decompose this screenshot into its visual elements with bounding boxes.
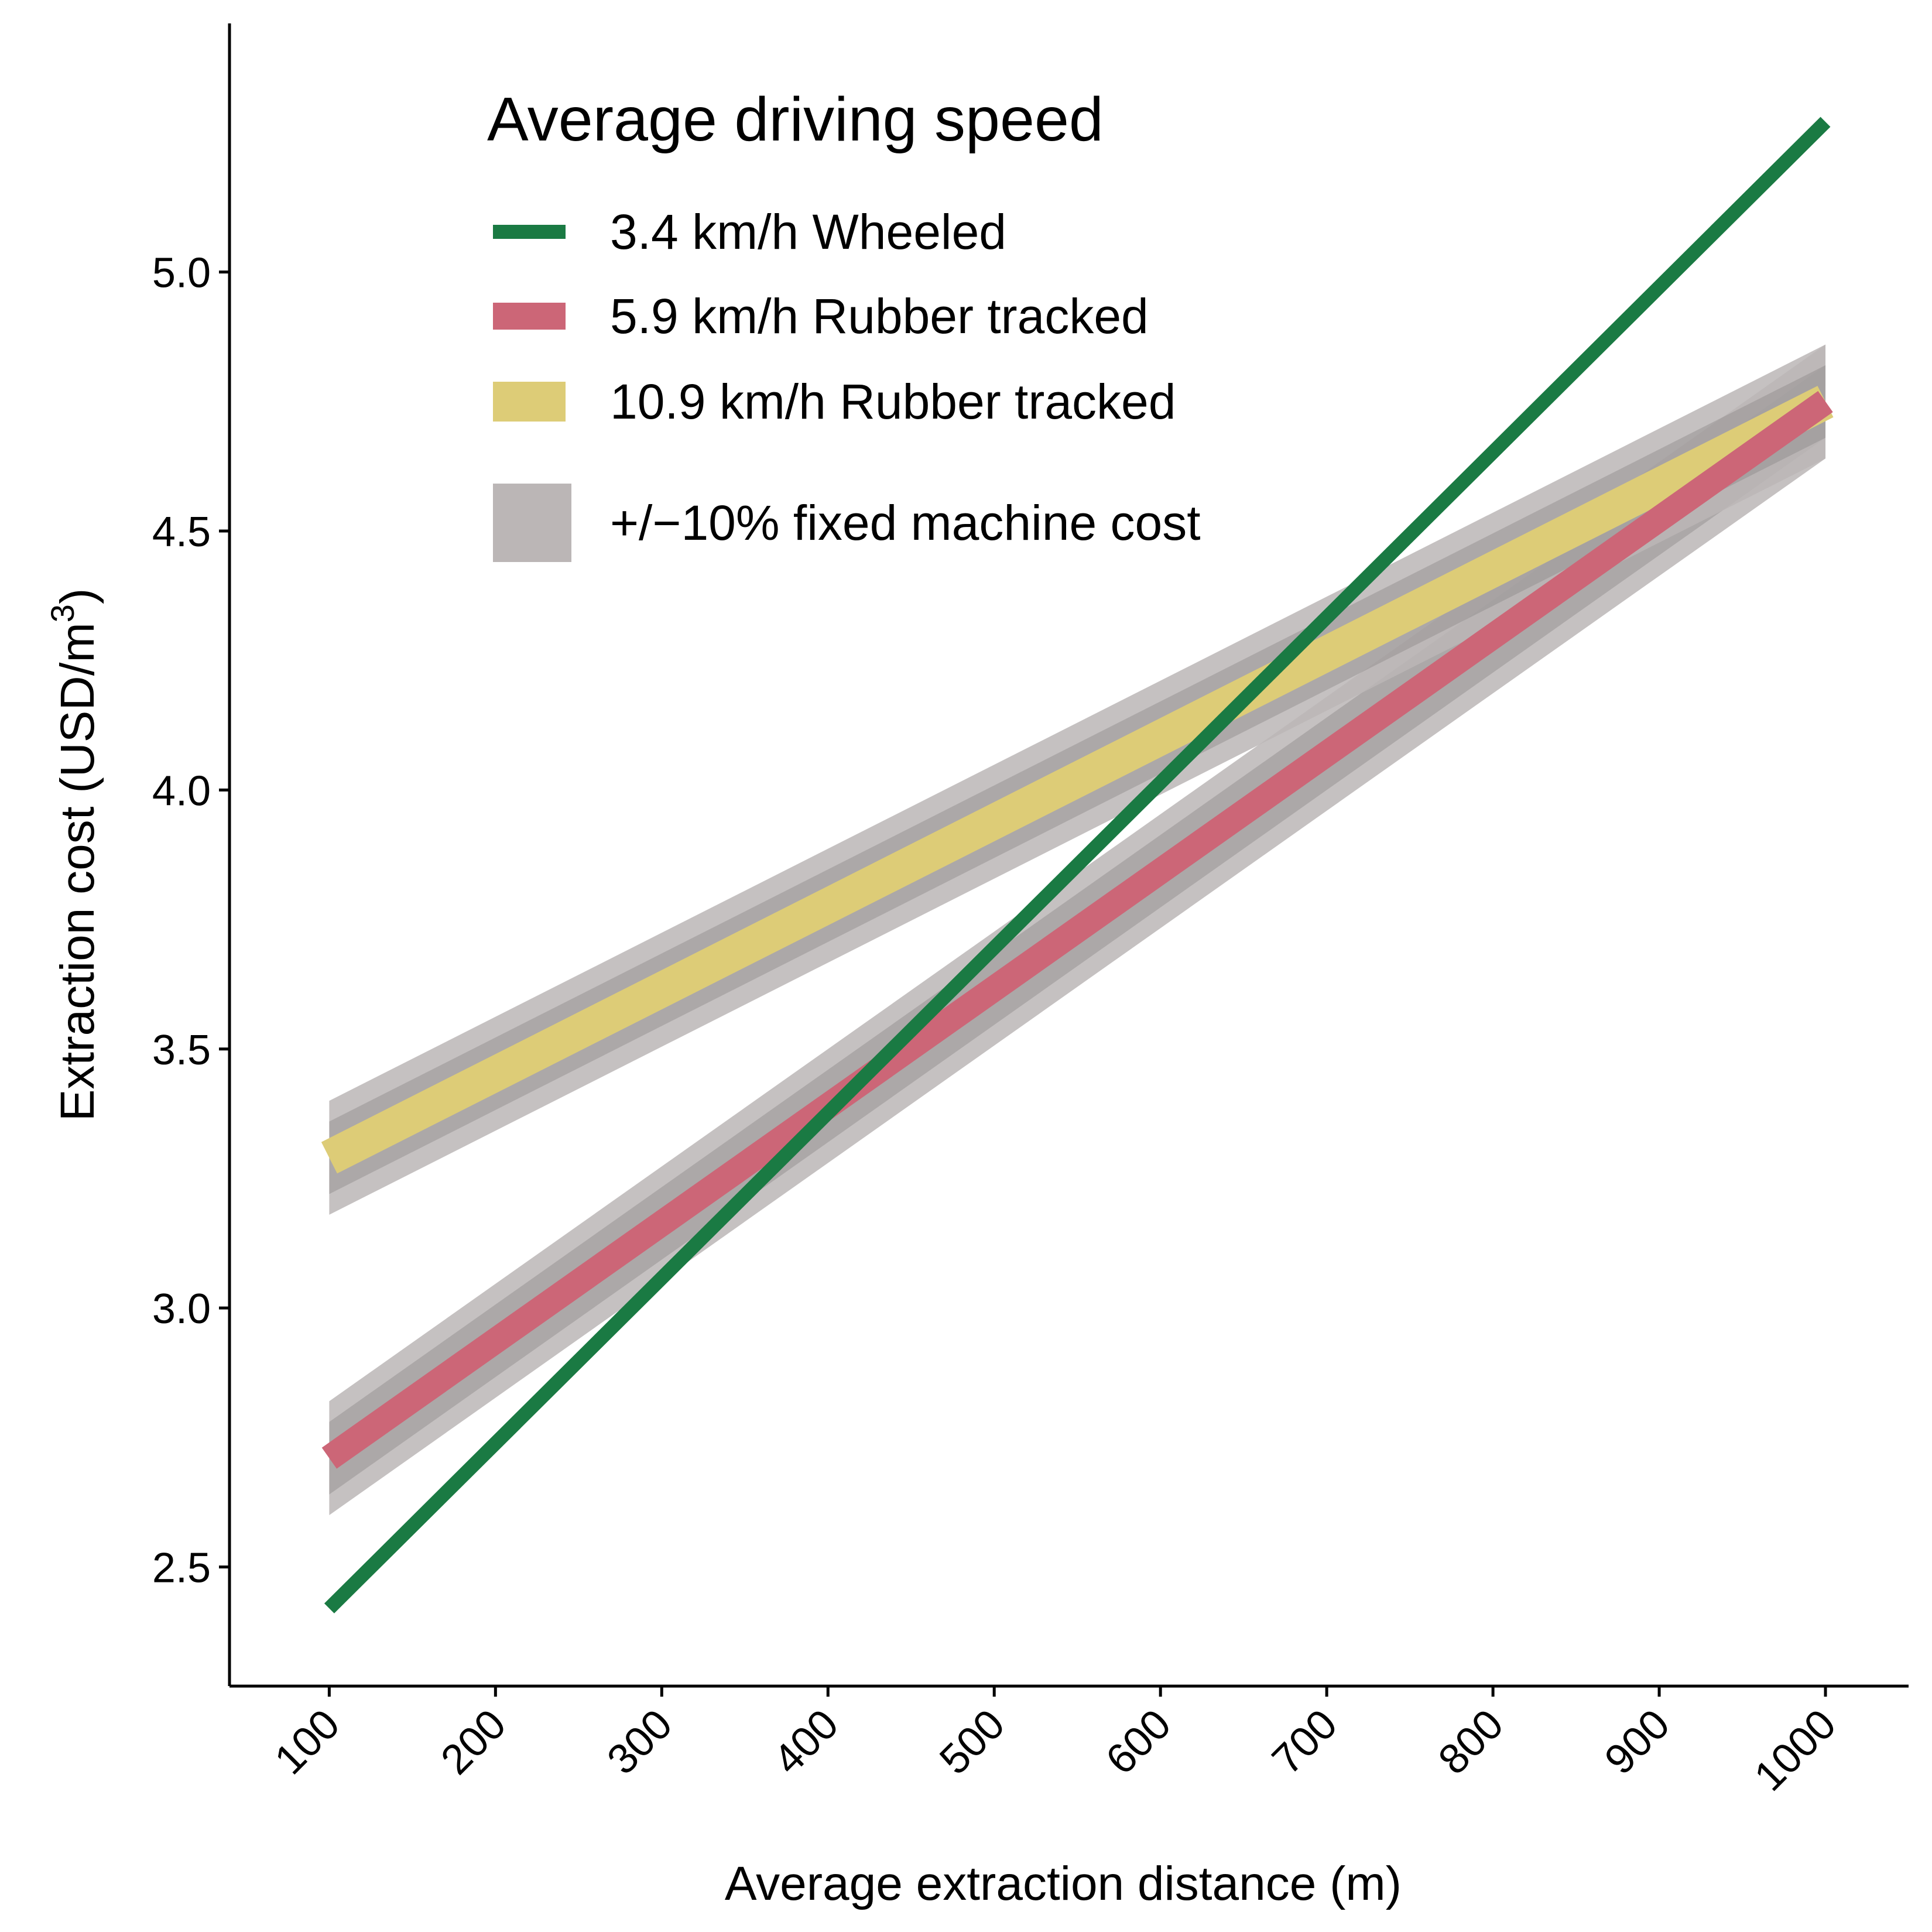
x-tick-label: 300: [598, 1701, 681, 1784]
x-tick-label: 200: [432, 1701, 515, 1784]
x-tick-label: 1000: [1746, 1701, 1845, 1800]
x-tick-label: 700: [1263, 1701, 1347, 1784]
legend-label-1: 5.9 km/h Rubber tracked: [610, 289, 1149, 344]
y-tick-label: 4.0: [152, 768, 211, 814]
y-axis-title-main: Extraction cost (USD/m: [51, 622, 104, 1121]
series-line-1: [321, 390, 1833, 1469]
x-tick-label: 500: [931, 1701, 1014, 1784]
y-tick-label: 5.0: [152, 250, 211, 297]
x-tick-label: 600: [1097, 1701, 1180, 1784]
x-tick-label: 100: [266, 1701, 349, 1784]
series-line-0: [324, 117, 1831, 1614]
y-tick-label: 3.0: [152, 1286, 211, 1332]
x-tick-label: 800: [1430, 1701, 1513, 1784]
x-tick-label: 400: [765, 1701, 848, 1784]
legend-title: Average driving speed: [487, 85, 1104, 154]
y-tick-label: 2.5: [152, 1545, 211, 1592]
series-lines: [321, 117, 1834, 1614]
legend: Average driving speed 3.4 km/h Wheeled 5.9…: [487, 85, 1201, 562]
y-tick-label: 4.5: [152, 509, 211, 556]
legend-label-2: 10.9 km/h Rubber tracked: [610, 374, 1176, 429]
y-axis-title: Extraction cost (USD/m3): [44, 588, 104, 1122]
legend-label-band: +/−10% fixed machine cost: [610, 495, 1201, 550]
y-tick-label: 3.5: [152, 1027, 211, 1074]
x-axis-title: Average extraction distance (m): [725, 1857, 1402, 1910]
y-axis-title-superscript: 3: [44, 604, 81, 622]
legend-key-band: [493, 484, 571, 562]
y-axis-title-suffix: ): [51, 588, 104, 604]
series-line-2: [321, 386, 1834, 1174]
x-tick-label: 900: [1596, 1701, 1679, 1784]
legend-label-0: 3.4 km/h Wheeled: [610, 204, 1006, 259]
